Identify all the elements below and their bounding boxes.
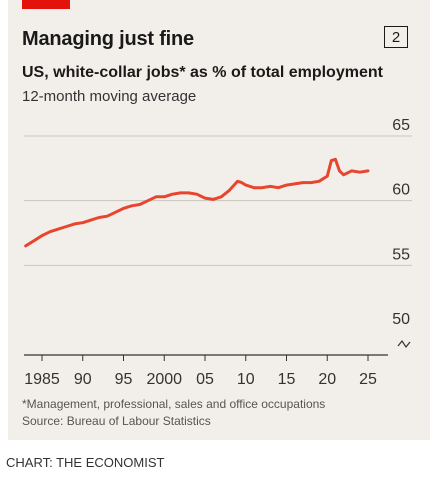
- x-tick-label: 15: [278, 371, 296, 388]
- chart-credit: CHART: THE ECONOMIST: [6, 455, 165, 470]
- x-tick-label: 90: [74, 371, 92, 388]
- y-tick-label: 55: [392, 246, 410, 263]
- chart-subtitle: US, white-collar jobs* as % of total emp…: [22, 64, 383, 81]
- x-tick-label: 2000: [146, 371, 182, 388]
- x-tick-label: 05: [196, 371, 214, 388]
- y-tick-label: 65: [392, 117, 410, 134]
- footnote-block: *Management, professional, sales and off…: [22, 396, 325, 430]
- x-tick-label: 95: [115, 371, 133, 388]
- axis-break-icon: [397, 339, 411, 349]
- series-line: [24, 157, 370, 248]
- brand-red-bar: [22, 0, 70, 9]
- x-tick-label: 10: [237, 371, 255, 388]
- chart-panel: [8, 0, 430, 440]
- chart-title: Managing just fine: [22, 28, 194, 50]
- line-chart: 50 55 60 65 1985 90 95 2000 05 10 15 20 25: [24, 117, 412, 388]
- x-tick-label: 20: [318, 371, 336, 388]
- y-tick-label: 60: [392, 182, 410, 199]
- chart-note: 12-month moving average: [22, 88, 197, 105]
- x-tick-label: 1985: [24, 371, 60, 388]
- y-tick-label: 50: [392, 311, 410, 328]
- x-tick-label: 25: [359, 371, 377, 388]
- footnote: *Management, professional, sales and off…: [22, 397, 326, 411]
- chart-number-badge: 2: [384, 26, 408, 48]
- source: Source: Bureau of Labour Statistics: [22, 414, 211, 428]
